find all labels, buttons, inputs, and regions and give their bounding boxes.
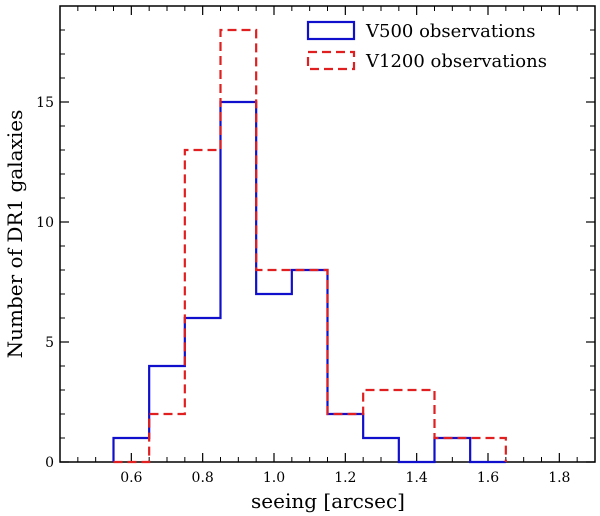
x-axis-title: seeing [arcsec]: [251, 489, 405, 513]
y-tick-label: 15: [36, 95, 54, 111]
x-tick-label: 1.2: [334, 470, 356, 486]
y-tick-label: 10: [36, 215, 54, 231]
x-tick-label: 1.8: [548, 470, 570, 486]
y-axis-title: Number of DR1 galaxies: [3, 110, 27, 359]
legend-label-v500: V500 observations: [365, 21, 536, 42]
y-tick-label: 0: [45, 455, 54, 471]
x-tick-label: 0.8: [192, 470, 214, 486]
legend: V500 observations V1200 observations: [306, 20, 547, 72]
axis-ticks: [60, 6, 595, 463]
x-tick-label: 1.6: [477, 470, 499, 486]
series-layer: [112, 28, 507, 464]
legend-box-v1200: [306, 50, 356, 71]
y-tick-label: 5: [45, 335, 54, 351]
x-tick-label: 0.6: [120, 470, 142, 486]
histogram-series-v1200: [113, 28, 507, 464]
x-tick-label: 1.0: [263, 470, 285, 486]
histogram-series-v500: [112, 100, 506, 464]
legend-box-v500: [306, 20, 356, 41]
x-tick-label: 1.4: [406, 470, 428, 486]
tick-labels: 0.6 0.8 1.0 1.2 1.4 1.6 1.8 0 5 10 15: [36, 95, 570, 486]
legend-label-v1200: V1200 observations: [365, 51, 547, 72]
